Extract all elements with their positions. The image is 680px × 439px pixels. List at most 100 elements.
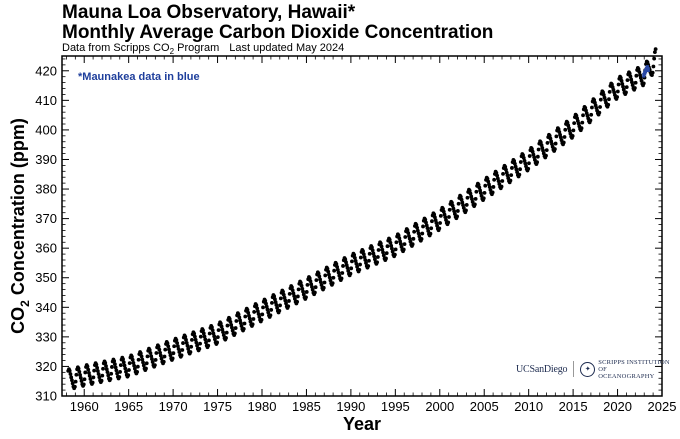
data-point (335, 265, 340, 269)
data-point (354, 261, 359, 266)
data-point (195, 343, 200, 348)
data-point (488, 188, 493, 192)
data-point (310, 287, 315, 292)
data-point (112, 362, 117, 367)
data-point (561, 140, 566, 145)
data-point (287, 299, 291, 303)
data-point (615, 95, 620, 99)
data-point (570, 134, 575, 138)
data-point (447, 207, 452, 212)
data-point (490, 190, 495, 195)
data-point (265, 307, 270, 312)
data-point (398, 242, 403, 246)
data-point (295, 299, 300, 304)
data-point (432, 215, 437, 220)
data-point (452, 212, 457, 216)
data-point (381, 253, 386, 258)
data-point (154, 351, 159, 355)
data-point (96, 372, 101, 376)
data-point (426, 229, 431, 233)
data-point (388, 240, 393, 245)
data-point (87, 370, 91, 375)
data-point (121, 360, 126, 365)
data-point (150, 360, 155, 364)
data-point (384, 256, 388, 261)
data-point (94, 362, 99, 367)
data-point (621, 87, 626, 92)
data-point (625, 78, 630, 82)
data-point (78, 375, 83, 380)
data-point (403, 235, 408, 239)
data-point (210, 325, 214, 330)
data-point (637, 70, 642, 74)
data-point (281, 289, 285, 294)
data-point (82, 377, 87, 382)
data-point (416, 231, 421, 236)
data-point (514, 167, 519, 172)
data-point (428, 231, 433, 236)
x-tick-label: 1985 (292, 399, 321, 414)
data-point (505, 173, 510, 178)
data-point (314, 278, 319, 283)
data-point (421, 224, 425, 229)
data-point (636, 67, 641, 72)
data-point (429, 226, 434, 231)
data-point (228, 319, 233, 324)
data-point (419, 237, 424, 241)
data-point (159, 356, 164, 361)
data-point (132, 366, 137, 371)
data-point (495, 173, 500, 178)
data-point (149, 354, 154, 359)
data-point (304, 295, 308, 300)
data-point (184, 341, 189, 345)
data-point (319, 283, 324, 287)
data-point (639, 78, 644, 83)
data-point (367, 251, 372, 256)
data-point (590, 105, 594, 110)
data-point (299, 283, 304, 288)
data-point (535, 160, 540, 165)
data-point (446, 220, 451, 225)
data-point (163, 347, 168, 352)
data-point (499, 184, 504, 189)
y-tick-label: 370 (35, 211, 57, 226)
data-point (535, 154, 540, 159)
data-point (101, 366, 105, 371)
data-point (390, 249, 395, 254)
data-point (104, 367, 109, 372)
data-point (77, 369, 82, 374)
data-point (444, 218, 448, 222)
data-point (204, 340, 208, 345)
data-point (83, 370, 88, 375)
data-point (316, 271, 321, 276)
data-point (115, 371, 120, 376)
x-tick-label: 2010 (514, 399, 543, 414)
data-point (263, 298, 268, 303)
data-point (364, 261, 368, 265)
data-point (292, 297, 297, 301)
data-point (405, 228, 410, 233)
y-tick-label: 400 (35, 122, 57, 137)
data-point (150, 357, 154, 361)
data-point (313, 285, 318, 290)
data-point (215, 340, 220, 345)
data-point (470, 197, 474, 201)
subtitle-source-sub: 2 (169, 47, 175, 57)
data-point (327, 275, 332, 280)
data-point (230, 325, 234, 330)
data-point (355, 264, 360, 269)
data-point (438, 221, 442, 225)
data-point (517, 172, 522, 177)
data-point (117, 375, 122, 379)
data-point (241, 326, 246, 331)
data-point (132, 363, 137, 368)
data-point (181, 341, 185, 345)
data-point (474, 189, 479, 194)
data-point (283, 298, 288, 303)
x-tick-label: 2015 (559, 399, 588, 414)
data-point (277, 308, 282, 313)
data-point (171, 351, 176, 356)
data-point (376, 248, 381, 252)
data-point (167, 347, 171, 352)
data-point (193, 337, 198, 342)
